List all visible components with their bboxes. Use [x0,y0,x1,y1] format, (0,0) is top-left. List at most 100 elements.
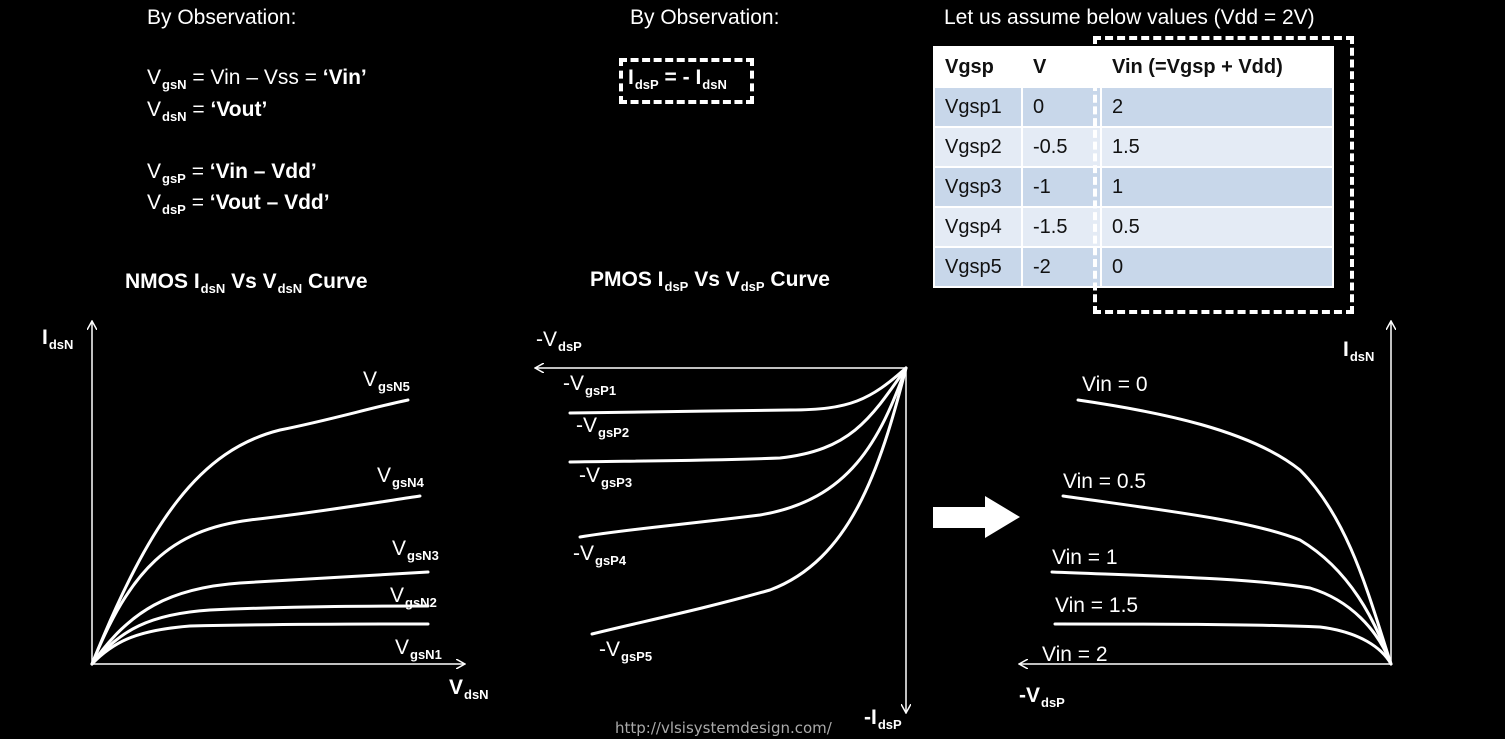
combined-curve-vin0 [1076,398,1393,666]
combined-curve-label-vin0: Vin = 0 [1082,373,1148,396]
nmos-curve-vgsn3 [90,570,430,666]
pmos-curve-vgsp1 [568,366,908,415]
label-symbol: V [390,584,405,607]
combined-curve-vin15 [1053,622,1393,666]
eq-symbol: V [147,98,162,121]
table-cell: -2 [1021,246,1102,288]
table-cell: 0 [1021,86,1102,128]
label-symbol: V [392,537,407,560]
table-title: Let us assume below values (Vdd = 2V) [944,6,1315,29]
label-symbol: -V [563,372,584,395]
table-cell: Vgsp3 [933,166,1023,208]
eq-value: ‘Vin – Vdd’ [209,160,317,183]
title-part: Curve [764,268,830,291]
equation-vgsp: VgsP = ‘Vin – Vdd’ [147,160,317,186]
label-subscript: gsN5 [378,379,410,394]
table-cell: 0 [1100,246,1334,288]
eq-subscript: gsP [162,171,186,186]
nmos-curve-label-vgsn4: VgsN4 [377,464,424,490]
eq-subscript: dsN [702,77,727,92]
eq-text: = [186,98,211,121]
nmos-x-axis-label: VdsN [449,676,489,702]
label-subscript: dsN [48,337,74,352]
current-relation-equation: IdsP = - IdsN [628,66,727,92]
label-subscript: gsP2 [598,425,630,440]
table-cell: Vgsp4 [933,206,1023,248]
label-symbol: V [377,464,392,487]
table-header-row: Vgsp V Vin (=Vgsp + Vdd) [933,46,1334,88]
combined-curve-label-vin05: Vin = 0.5 [1063,470,1147,493]
eq-value: ‘Vin’ [322,66,367,89]
label-symbol: V [395,636,410,659]
nmos-curve-vgsn4 [90,494,422,666]
label-subscript: gsN1 [410,647,442,662]
title-part: PMOS I [590,268,664,291]
pmos-curve-label-vgsp2: -VgsP2 [576,414,629,440]
table-header: V [1021,46,1102,88]
label-subscript: dsN [1349,349,1375,364]
vin-column-highlight [1093,36,1354,314]
equation-vgsn: VgsN = Vin – Vss = ‘Vin’ [147,66,367,92]
nmos-curve-vgsn1 [90,622,430,666]
label-subscript: gsN2 [405,595,437,610]
combined-y-axis-label: IdsN [1343,338,1374,364]
pmos-chart-title: PMOS IdsP Vs VdsP Curve [590,268,830,294]
nmos-curve-label-vgsn3: VgsN3 [392,537,439,563]
eq-value: ‘Vout’ [210,98,268,121]
combined-curve-label-vin1: Vin = 1 [1052,546,1118,569]
combined-x-axis-label: -VdsP [1019,684,1065,710]
pmos-curve-vgsp4 [590,366,908,636]
left-observation-heading: By Observation: [147,6,297,29]
table-cell: Vgsp1 [933,86,1023,128]
table-header: Vgsp [933,46,1023,88]
combined-curve-vin05 [1061,494,1393,666]
eq-symbol: V [147,66,162,89]
eq-text: = - I [658,66,702,89]
pmos-x-axis-label: -VdsP [536,328,582,354]
nmos-curve-vgsn2 [90,604,430,666]
table-row: Vgsp1 0 2 [933,86,1334,128]
title-part: Curve [302,270,368,293]
pmos-y-axis-label: -IdsP [864,706,902,732]
table-row: Vgsp5 -2 0 [933,246,1334,288]
eq-subscript: gsN [162,77,187,92]
label-symbol: -V [1019,684,1040,707]
pmos-curve-label-vgsp4: -VgsP4 [573,542,626,568]
title-part: Vs V [688,268,740,291]
title-subscript: dsN [200,281,226,296]
table-cell: Vgsp5 [933,246,1023,288]
label-symbol: I [42,326,48,349]
label-subscript: gsN4 [392,475,424,490]
footer-url: http://vlsisystemdesign.com/ [615,719,832,737]
label-symbol: V [363,368,378,391]
pmos-curve-label-vgsp5: -VgsP5 [599,638,652,664]
title-part: NMOS I [125,270,200,293]
middle-observation-heading: By Observation: [630,6,780,29]
transform-arrow [933,496,1020,538]
table-row: Vgsp4 -1.5 0.5 [933,206,1334,248]
label-subscript: gsN3 [407,548,439,563]
equation-vdsp: VdsP = ‘Vout – Vdd’ [147,191,330,217]
combined-curve-vin1 [1050,570,1393,666]
equation-vdsn: VdsN = ‘Vout’ [147,98,267,124]
title-subscript: dsN [277,281,303,296]
label-subscript: dsP [877,717,902,732]
label-symbol: V [449,676,464,699]
pmos-curve-vgsp3 [578,366,908,539]
eq-symbol: V [147,160,162,183]
label-symbol: I [1343,338,1349,361]
pmos-curve-label-vgsp1: -VgsP1 [563,372,616,398]
nmos-chart-title: NMOS IdsN Vs VdsN Curve [125,270,368,296]
table-cell: Vgsp2 [933,126,1023,168]
label-symbol: -V [573,542,594,565]
title-part: Vs V [225,270,277,293]
table-header: Vin (=Vgsp + Vdd) [1100,46,1334,88]
label-symbol: -I [864,706,877,729]
nmos-curve-label-vgsn2: VgsN2 [390,584,437,610]
label-subscript: gsP4 [595,553,627,568]
eq-symbol: V [147,191,162,214]
table-cell: 1 [1100,166,1334,208]
table-cell: 2 [1100,86,1334,128]
combined-curve-label-vin2: Vin = 2 [1042,643,1108,666]
